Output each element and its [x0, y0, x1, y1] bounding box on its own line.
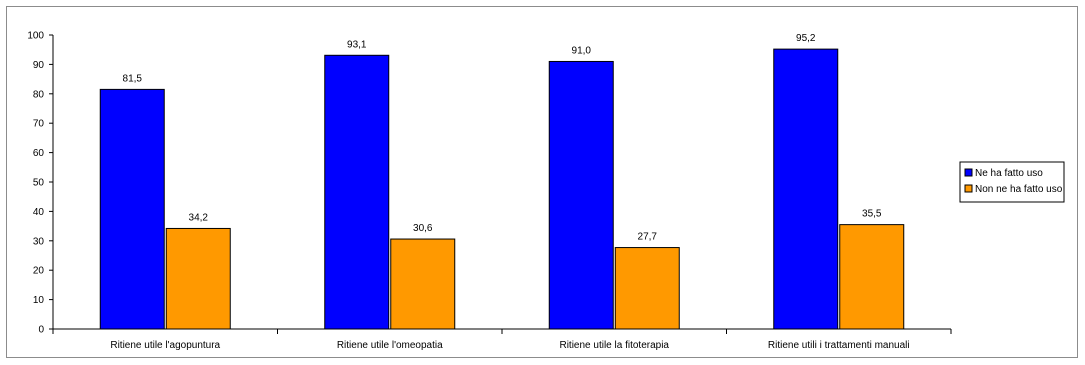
legend-label: Non ne ha fatto uso — [975, 184, 1063, 195]
y-tick-label: 20 — [33, 266, 45, 277]
legend-swatch — [964, 184, 973, 193]
data-labels: 81,5 34,2 93,1 30,6 91,0 27,7 95,2 35,5 — [123, 33, 882, 242]
category-labels: Ritiene utile l'agopuntura Ritiene utile … — [110, 340, 909, 351]
x-ticks — [52, 329, 952, 334]
bar-used — [99, 88, 165, 330]
y-tick-label: 70 — [33, 119, 45, 130]
category-label: Ritiene utili i trattamenti manuali — [768, 340, 910, 351]
bar-not-used — [614, 247, 680, 330]
bar-not-used — [839, 224, 905, 330]
data-label: 34,2 — [189, 212, 209, 223]
bar-used — [324, 54, 390, 330]
bar-not-used — [390, 238, 456, 330]
bar-not-used — [165, 227, 231, 330]
y-tick-label: 30 — [33, 236, 45, 247]
legend-label: Ne ha fatto uso — [975, 168, 1043, 179]
category-label: Ritiene utile la fitoterapia — [559, 340, 669, 351]
data-label: 91,0 — [572, 45, 592, 56]
y-tick-label: 0 — [38, 325, 44, 336]
legend-swatch — [964, 168, 973, 177]
y-tick-label: 100 — [27, 31, 44, 42]
data-label: 93,1 — [347, 39, 367, 50]
data-label: 27,7 — [638, 232, 658, 243]
legend: Ne ha fatto uso Non ne ha fatto uso — [959, 161, 1065, 203]
y-tick-label: 60 — [33, 148, 45, 159]
bars — [99, 48, 905, 330]
chart-frame: 0 10 20 30 40 50 60 70 80 90 100 81,5 34,2 93,1 30,6 9… — [6, 6, 1078, 358]
y-tick-label: 90 — [33, 60, 45, 71]
bar-used — [773, 48, 839, 330]
y-tick-label: 50 — [33, 178, 45, 189]
data-label: 30,6 — [413, 223, 433, 234]
data-label: 35,5 — [862, 209, 882, 220]
bar-used — [548, 60, 614, 330]
category-label: Ritiene utile l'omeopatia — [337, 340, 443, 351]
legend-box — [959, 161, 1065, 203]
y-tick-label: 10 — [33, 295, 45, 306]
y-tick-label: 40 — [33, 207, 45, 218]
y-tick-label: 80 — [33, 89, 45, 100]
data-label: 95,2 — [796, 33, 816, 44]
bar-chart: 0 10 20 30 40 50 60 70 80 90 100 81,5 34,2 93,1 30,6 9… — [27, 31, 1065, 351]
data-label: 81,5 — [123, 73, 143, 84]
category-label: Ritiene utile l'agopuntura — [110, 340, 220, 351]
y-ticks: 0 10 20 30 40 50 60 70 80 90 100 — [27, 31, 53, 336]
